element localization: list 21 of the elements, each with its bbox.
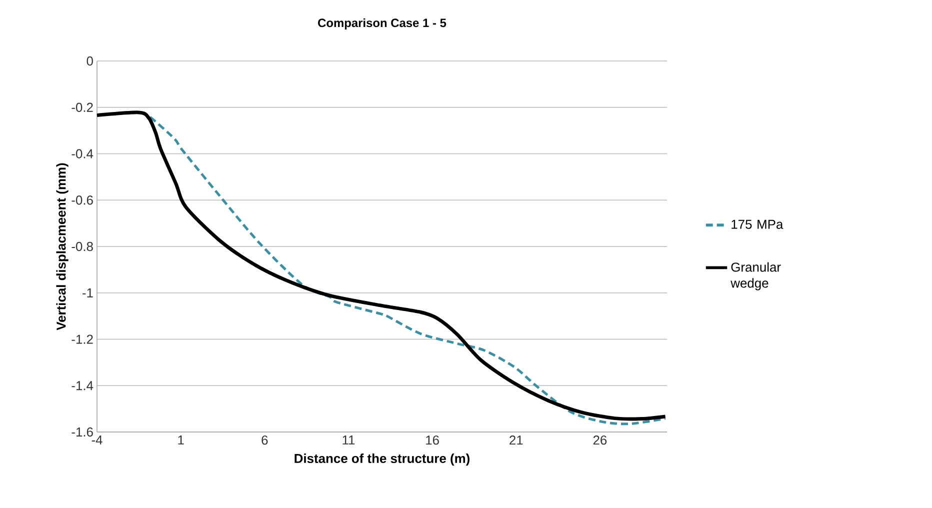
- y-tick-label: -1.6: [72, 427, 93, 437]
- y-axis-title: Vertical displacmeent (mm): [56, 163, 68, 330]
- y-tick-label: -0.4: [72, 149, 94, 158]
- x-tick-label: 26: [593, 436, 607, 445]
- y-tick-label: -1: [82, 288, 93, 298]
- x-tick-label: 1: [178, 436, 184, 444]
- y-tick-label: -0.2: [72, 102, 93, 112]
- y-tick-label: -0.6: [72, 196, 93, 205]
- y-tick-label: 0: [86, 56, 93, 66]
- x-tick-label: 21: [510, 436, 523, 445]
- y-tick-label: -1.4: [72, 381, 94, 390]
- y-tick-label: -1.2: [72, 334, 93, 344]
- x-tick-label: 6: [262, 436, 268, 445]
- y-tick-label: -0.8: [72, 242, 93, 252]
- x-tick-label: -4: [92, 436, 102, 444]
- x-tick-label: 11: [342, 436, 355, 444]
- chart-title: Comparison Case 1 - 5: [318, 18, 446, 30]
- legend-label: Granular wedge: [730, 262, 781, 290]
- x-axis-title: Distance of the structure (m): [294, 454, 470, 466]
- x-tick-label: 16: [426, 436, 439, 445]
- legend-label: 175 MPa: [732, 220, 784, 229]
